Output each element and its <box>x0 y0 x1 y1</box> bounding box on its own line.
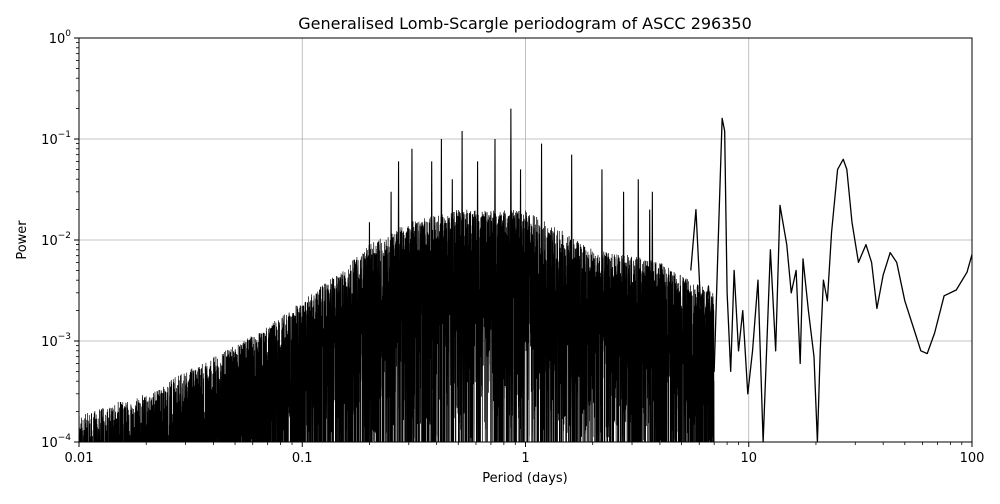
periodogram-peak <box>651 191 654 442</box>
y-tick-label: 10−2 <box>41 231 71 249</box>
periodogram-peak <box>397 161 400 442</box>
y-tick-label: 100 <box>49 29 72 47</box>
periodogram-peak <box>519 169 522 442</box>
y-tick-label: 10−1 <box>41 130 71 148</box>
y-axis-label: Power <box>15 220 30 260</box>
periodogram-peak <box>636 179 640 442</box>
periodogram-peak <box>476 161 479 442</box>
x-tick-label: 0.1 <box>292 451 313 466</box>
x-axis-label: Period (days) <box>482 471 568 486</box>
periodogram-peak <box>410 148 414 442</box>
plot-area <box>79 108 972 442</box>
periodogram-peak <box>648 209 652 442</box>
periodogram-peak <box>430 161 434 442</box>
periodogram-peak <box>450 179 454 442</box>
periodogram-noise-line <box>79 209 715 442</box>
x-tick-label: 10 <box>740 451 757 466</box>
x-tick-label: 0.01 <box>65 451 94 466</box>
periodogram-peak <box>600 169 604 442</box>
y-tick-label: 10−3 <box>41 332 71 350</box>
y-tick-label: 10−4 <box>41 433 71 451</box>
periodogram-peak <box>368 222 371 442</box>
chart-title: Generalised Lomb-Scargle periodogram of … <box>298 14 752 33</box>
series-layer <box>79 108 972 442</box>
periodogram-peak <box>493 138 497 442</box>
periodogram-peak <box>540 143 543 442</box>
periodogram-peak <box>570 154 573 442</box>
periodogram-peak <box>460 130 464 442</box>
periodogram-peak <box>622 191 625 442</box>
x-tick-label: 1 <box>521 451 529 466</box>
periodogram-peak <box>389 191 393 442</box>
periodogram-peak <box>440 138 443 442</box>
periodogram-peak <box>509 108 513 442</box>
axes: 0.01 0.1 1 10 100 10−4 10−3 10−2 10−1 100 <box>41 29 984 466</box>
periodogram-smooth-line <box>690 117 972 442</box>
x-tick-label: 100 <box>960 451 985 466</box>
